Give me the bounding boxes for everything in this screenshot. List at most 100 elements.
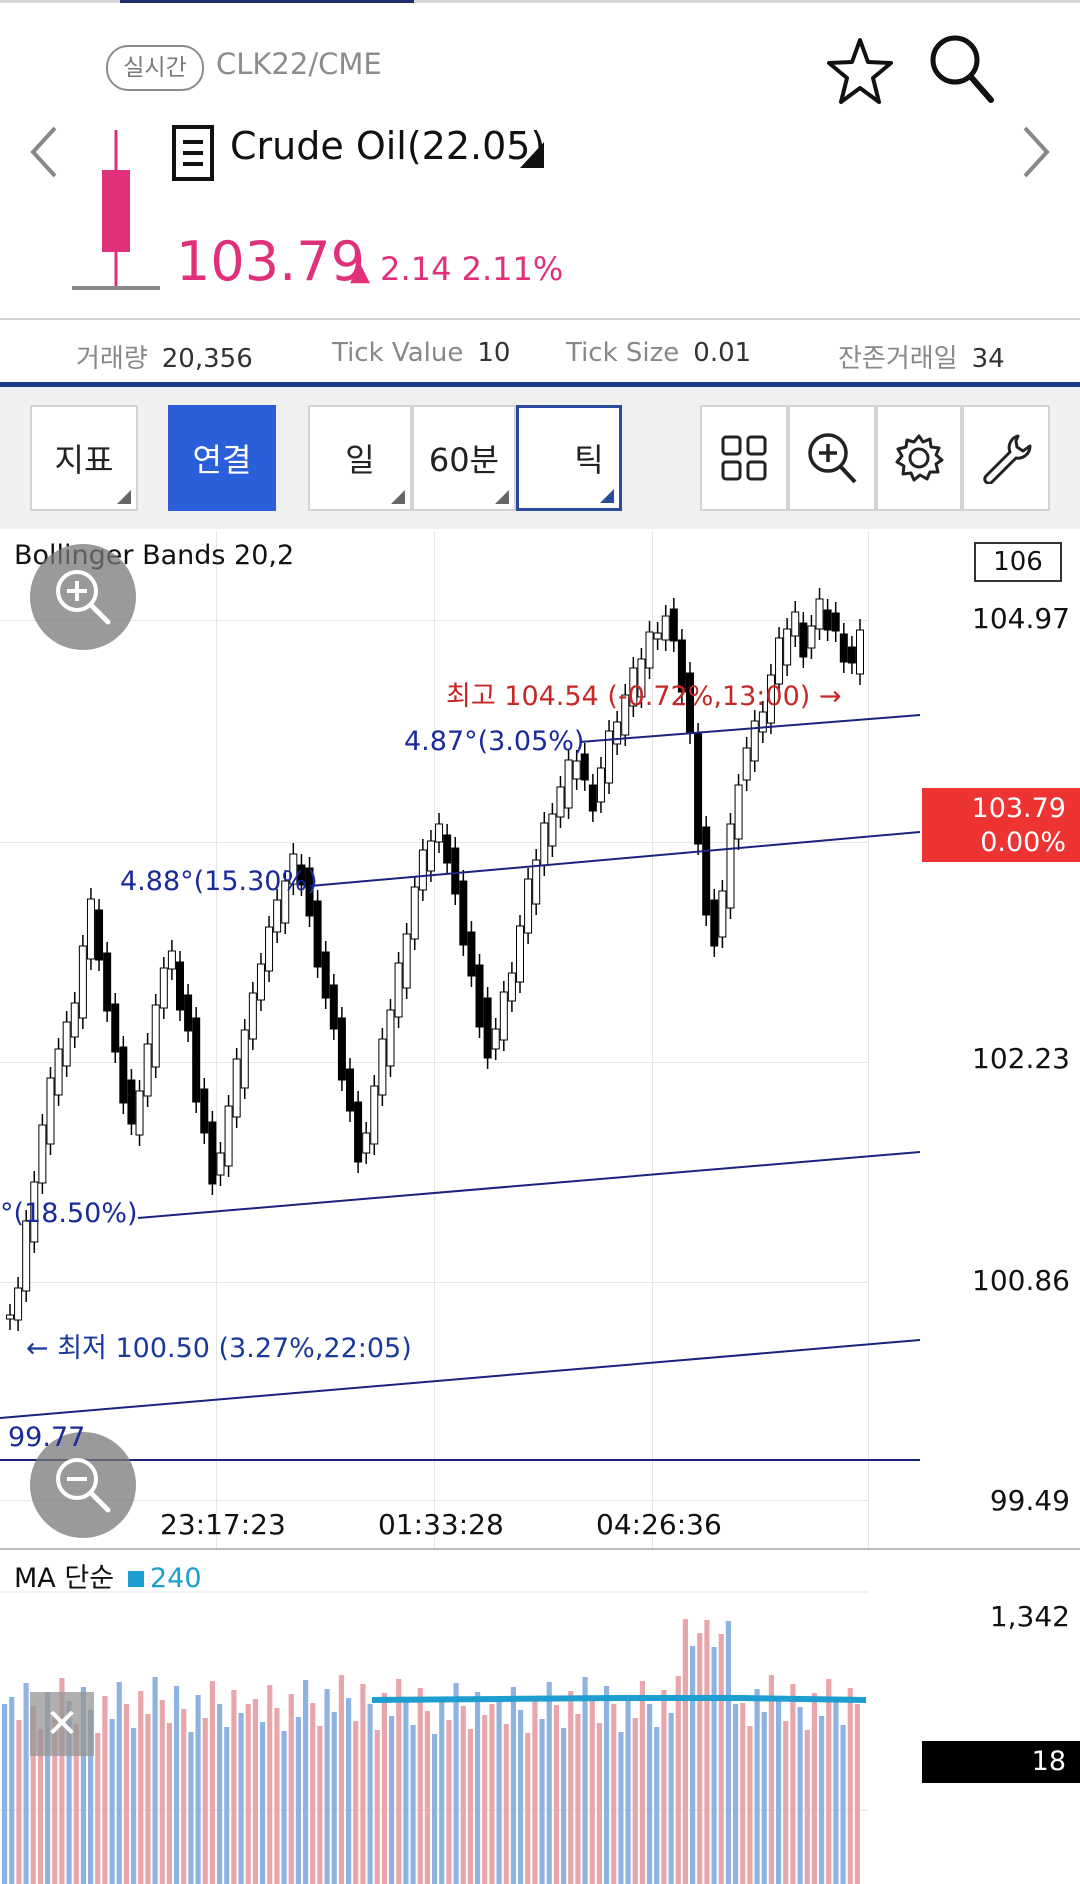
trend-label-upper: 4.87°(3.05%) (404, 726, 585, 757)
stat-value: 10 (477, 338, 511, 368)
volume-bar (840, 1725, 846, 1884)
volume-bar (546, 1682, 552, 1884)
volume-bar (733, 1704, 739, 1884)
y-axis-label: 102.23 (972, 1042, 1070, 1075)
candle-body (726, 823, 735, 909)
volume-bars (2, 1619, 860, 1884)
period-60min-button[interactable]: 60분 (412, 405, 516, 511)
search-icon[interactable] (922, 26, 1002, 110)
volume-bar (16, 1720, 22, 1884)
candlestick-chart (0, 588, 921, 1461)
stat-value: 34 (971, 344, 1005, 374)
candle-body (435, 823, 444, 843)
candle-body (38, 1124, 47, 1184)
volume-bar (310, 1703, 316, 1884)
candle-body (184, 994, 193, 1032)
volume-indicator-title: MA 단순 240 (14, 1556, 202, 1595)
candle-body (370, 1085, 379, 1145)
link-button[interactable]: 연결 (168, 405, 276, 511)
indicator-button[interactable]: 지표 (30, 405, 138, 511)
trend-lines (0, 714, 921, 1461)
ma-period: 240 (150, 1563, 202, 1594)
volume-bar (682, 1619, 688, 1884)
volume-bar (2, 1704, 8, 1884)
candle-body (54, 1048, 63, 1096)
document-icon[interactable] (170, 124, 216, 182)
candle-body (192, 1017, 201, 1103)
high-annotation: 최고 104.54 (-0.72%,13:00) → (446, 681, 842, 712)
stat-tick-size: Tick Size 0.01 (566, 338, 751, 368)
candle-body (831, 612, 840, 632)
candle-body (337, 1017, 346, 1081)
candle-body (823, 609, 832, 631)
stat-volume: 거래량 20,356 (76, 338, 253, 375)
prev-chevron-icon[interactable] (24, 122, 64, 182)
candle-body (248, 992, 257, 1040)
chart-zoom-out-icon[interactable] (30, 1432, 136, 1538)
volume-bar (73, 1724, 79, 1884)
volume-bar (188, 1732, 194, 1884)
trend-line-middle (309, 831, 921, 887)
volume-bar (589, 1700, 595, 1884)
trend-line-bottom (0, 1339, 921, 1419)
next-chevron-icon[interactable] (1016, 122, 1056, 182)
stat-value: 0.01 (693, 338, 752, 368)
period-tick-button[interactable]: 틱 (516, 405, 622, 511)
volume-bar (847, 1688, 853, 1884)
close-panel-icon[interactable]: ✕ (30, 1692, 94, 1756)
volume-bar (482, 1715, 488, 1884)
volume-y-label: 1,342 (989, 1600, 1070, 1633)
candle-body (232, 1058, 241, 1118)
volume-bar (123, 1704, 129, 1884)
chart-zoom-in-icon[interactable] (30, 544, 136, 650)
wrench-tool-icon[interactable] (962, 405, 1050, 511)
volume-bar (424, 1711, 430, 1884)
candle-body (22, 1220, 31, 1292)
stat-tick-value: Tick Value 10 (332, 338, 510, 368)
settings-gear-icon[interactable] (876, 405, 962, 511)
volume-bar (209, 1681, 215, 1884)
instrument-name[interactable]: Crude Oil(22.05) (230, 124, 546, 168)
stat-label: Tick Value (332, 338, 464, 368)
candle-body (402, 933, 411, 989)
candle-body (200, 1088, 209, 1134)
dropdown-triangle-icon[interactable] (518, 140, 546, 174)
volume-bar (367, 1704, 373, 1884)
volume-bar (639, 1681, 645, 1884)
grid-layout-icon[interactable] (700, 405, 788, 511)
volume-bar (532, 1696, 538, 1884)
volume-bar (59, 1678, 65, 1884)
volume-bar (181, 1709, 187, 1884)
low-annotation: ← 최저 100.50 (3.27%,22:05) (26, 1333, 412, 1364)
candle-body (467, 931, 476, 977)
period-day-button[interactable]: 일 (308, 405, 412, 511)
symbol-code: CLK22/CME (216, 47, 382, 81)
candle-body (856, 629, 864, 675)
candle-body (750, 720, 759, 762)
volume-bar (453, 1683, 459, 1884)
ma-legend-swatch (128, 1571, 145, 1587)
zoom-in-icon[interactable] (788, 405, 876, 511)
volume-bar (317, 1726, 323, 1884)
volume-bar (604, 1686, 610, 1884)
candle-body (775, 637, 784, 685)
candle-body (499, 991, 508, 1041)
volume-bar (281, 1731, 287, 1884)
candle-body (507, 972, 516, 1002)
candles (6, 588, 864, 1331)
y-axis-label: 99.49 (989, 1484, 1070, 1517)
candle-body (734, 784, 743, 840)
realtime-badge: 실시간 (106, 45, 204, 91)
candle-body (167, 950, 176, 970)
price-change: ▲ 2.14 2.11% (350, 250, 563, 288)
volume-bar (274, 1708, 280, 1884)
candle-body (46, 1077, 55, 1145)
volume-bar (819, 1716, 825, 1884)
volume-bar (152, 1677, 158, 1884)
stat-label: 잔존거래일 (838, 344, 958, 374)
left-value-label: 99.77 (8, 1422, 86, 1453)
candle-body (14, 1287, 23, 1321)
volume-bar (346, 1698, 352, 1884)
volume-bar (131, 1728, 137, 1884)
favorite-star-icon[interactable] (820, 30, 900, 114)
